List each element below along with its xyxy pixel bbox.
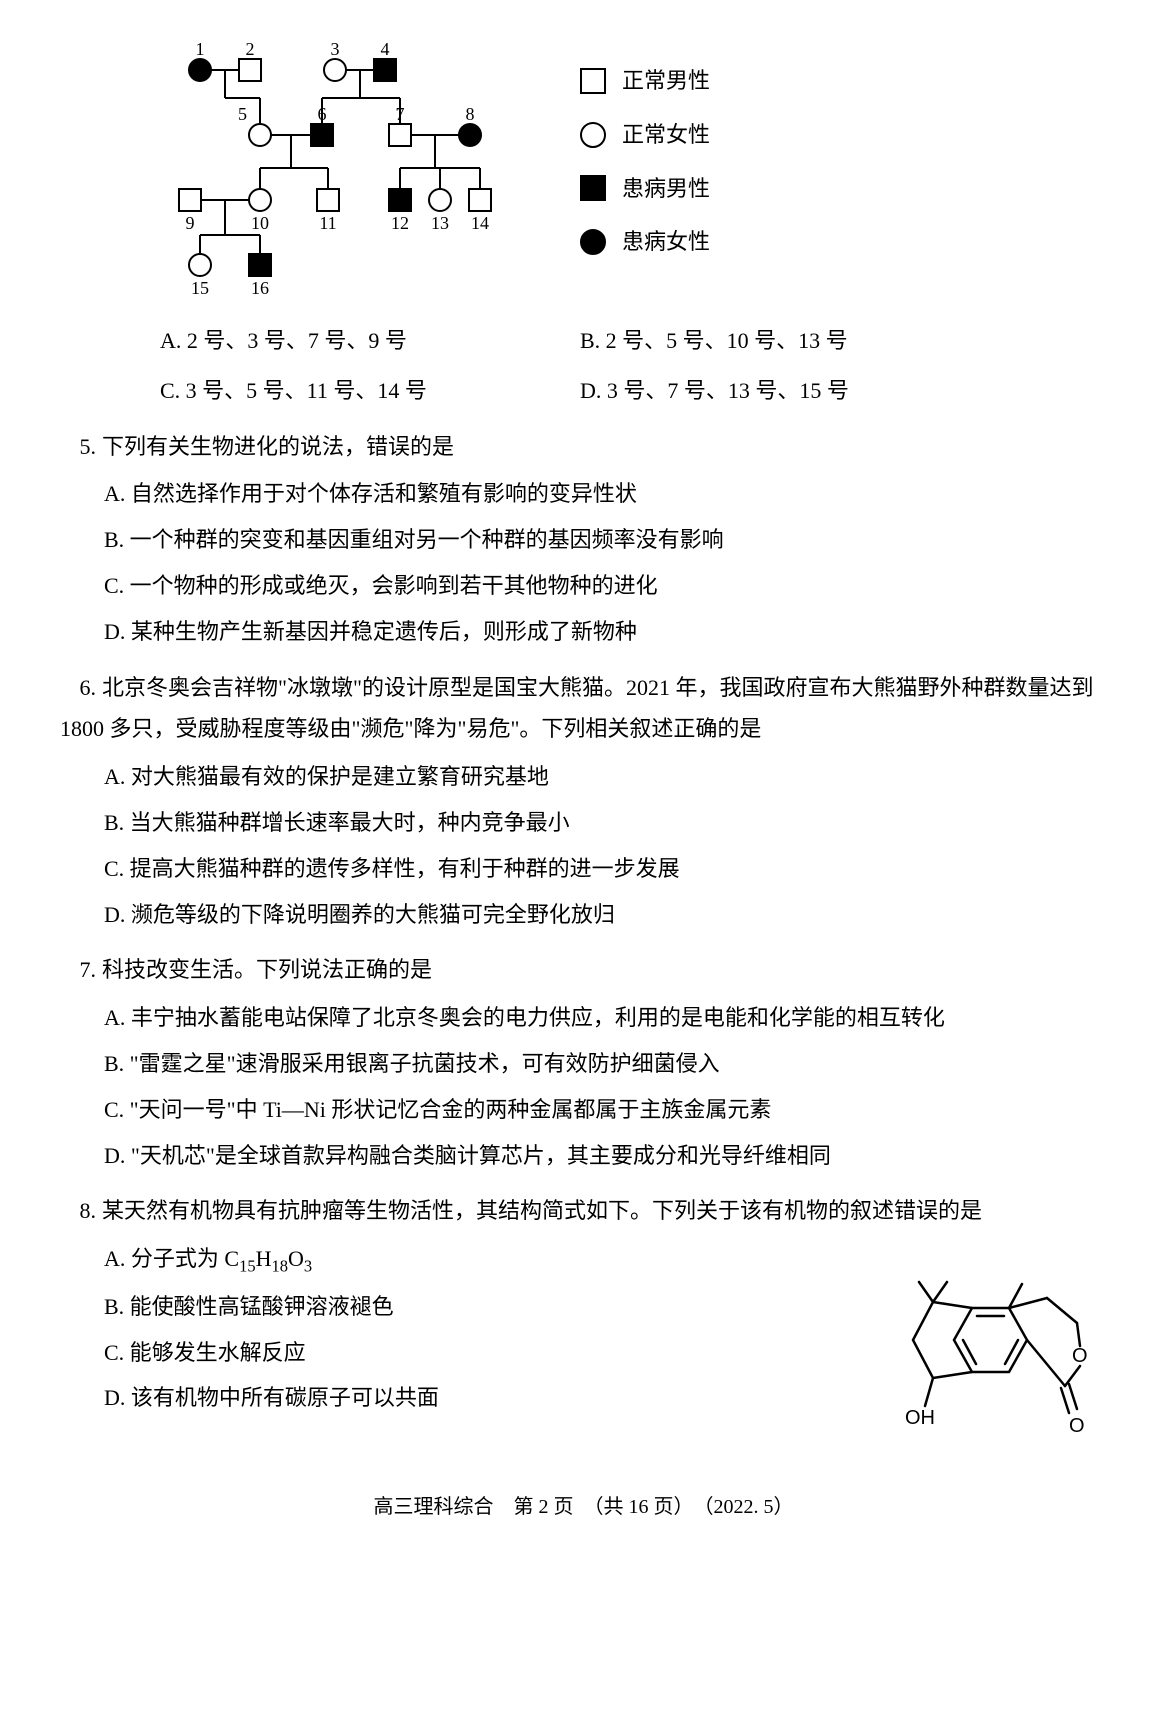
q8-number: 8. [60, 1190, 96, 1232]
legend-item-affected-male: 患病男性 [580, 168, 710, 210]
legend-item-normal-male: 正常男性 [580, 60, 710, 102]
q4-option-a: A. 2 号、3 号、7 号、9 号 [160, 320, 580, 362]
q6-option-d: D. 濒危等级的下降说明圈养的大熊猫可完全野化放归 [60, 894, 1107, 936]
square-filled-icon [580, 175, 606, 201]
svg-text:1: 1 [196, 40, 205, 59]
svg-text:15: 15 [191, 278, 209, 298]
molecule-oh-label: OH [905, 1407, 935, 1429]
q7-stem: 科技改变生活。下列说法正确的是 [102, 957, 432, 982]
circle-filled-icon [580, 229, 606, 255]
q6-option-c: C. 提高大熊猫种群的遗传多样性，有利于种群的进一步发展 [60, 848, 1107, 890]
q6-option-b: B. 当大熊猫种群增长速率最大时，种内竞争最小 [60, 802, 1107, 844]
q8-option-a: A. 分子式为 C15H18O3 [60, 1238, 847, 1282]
svg-text:3: 3 [331, 40, 340, 59]
svg-text:9: 9 [186, 213, 195, 233]
legend-label: 患病男性 [622, 168, 710, 210]
q6-option-a: A. 对大熊猫最有效的保护是建立繁育研究基地 [60, 756, 1107, 798]
q4-options-row2: C. 3 号、5 号、11 号、14 号 D. 3 号、7 号、13 号、15 … [60, 370, 1107, 412]
pedigree-section: 12345678910111213141516 正常男性 正常女性 患病男性 患… [60, 40, 1107, 300]
q8-options: A. 分子式为 C15H18O3 B. 能使酸性高锰酸钾溶液褪色 C. 能够发生… [60, 1238, 847, 1423]
pedigree-chart: 12345678910111213141516 [160, 40, 520, 300]
q8-option-c: C. 能够发生水解反应 [60, 1332, 847, 1374]
q4-option-b: B. 2 号、5 号、10 号、13 号 [580, 320, 1107, 362]
page-footer: 高三理科综合 第 2 页 （共 16 页） （2022. 5） [60, 1488, 1107, 1526]
svg-text:10: 10 [251, 213, 269, 233]
q5-option-a: A. 自然选择作用于对个体存活和繁殖有影响的变异性状 [60, 473, 1107, 515]
q4-option-d: D. 3 号、7 号、13 号、15 号 [580, 370, 1107, 412]
q5-option-d: D. 某种生物产生新基因并稳定遗传后，则形成了新物种 [60, 611, 1107, 653]
svg-text:16: 16 [251, 278, 269, 298]
legend-item-affected-female: 患病女性 [580, 221, 710, 263]
q8-content: A. 分子式为 C15H18O3 B. 能使酸性高锰酸钾溶液褪色 C. 能够发生… [60, 1238, 1107, 1458]
svg-text:6: 6 [318, 104, 327, 124]
pedigree-legend: 正常男性 正常女性 患病男性 患病女性 [580, 60, 710, 275]
q4-options-row1: A. 2 号、3 号、7 号、9 号 B. 2 号、5 号、10 号、13 号 [60, 320, 1107, 362]
molecule-structure: OH O O [877, 1248, 1107, 1458]
svg-text:5: 5 [238, 104, 247, 124]
legend-item-normal-female: 正常女性 [580, 114, 710, 156]
legend-label: 正常男性 [622, 60, 710, 102]
q4-option-c: C. 3 号、5 号、11 号、14 号 [160, 370, 580, 412]
q8-option-b: B. 能使酸性高锰酸钾溶液褪色 [60, 1286, 847, 1328]
q8-option-d: D. 该有机物中所有碳原子可以共面 [60, 1377, 847, 1419]
question-7: 7.科技改变生活。下列说法正确的是 [60, 949, 1107, 991]
svg-text:13: 13 [431, 213, 449, 233]
q6-stem: 北京冬奥会吉祥物"冰墩墩"的设计原型是国宝大熊猫。2021 年，我国政府宣布大熊… [60, 675, 1093, 742]
q5-option-b: B. 一个种群的突变和基因重组对另一个种群的基因频率没有影响 [60, 519, 1107, 561]
svg-text:2: 2 [246, 40, 255, 59]
question-8: 8.某天然有机物具有抗肿瘤等生物活性，其结构简式如下。下列关于该有机物的叙述错误… [60, 1190, 1107, 1232]
q5-option-c: C. 一个物种的形成或绝灭，会影响到若干其他物种的进化 [60, 565, 1107, 607]
q7-option-c: C. "天问一号"中 Ti—Ni 形状记忆合金的两种金属都属于主族金属元素 [60, 1089, 1107, 1131]
molecule-o-carbonyl-label: O [1069, 1415, 1085, 1437]
molecule-o-ring-label: O [1072, 1345, 1088, 1367]
q7-option-b: B. "雷霆之星"速滑服采用银离子抗菌技术，可有效防护细菌侵入 [60, 1043, 1107, 1085]
q5-number: 5. [60, 426, 96, 468]
svg-text:7: 7 [396, 104, 405, 124]
svg-text:8: 8 [466, 104, 475, 124]
svg-text:11: 11 [319, 213, 336, 233]
q8-stem: 某天然有机物具有抗肿瘤等生物活性，其结构简式如下。下列关于该有机物的叙述错误的是 [102, 1198, 982, 1223]
circle-open-icon [580, 122, 606, 148]
q6-number: 6. [60, 667, 96, 709]
svg-text:4: 4 [381, 40, 390, 59]
legend-label: 患病女性 [622, 221, 710, 263]
legend-label: 正常女性 [622, 114, 710, 156]
q7-option-a: A. 丰宁抽水蓄能电站保障了北京冬奥会的电力供应，利用的是电能和化学能的相互转化 [60, 997, 1107, 1039]
svg-text:12: 12 [391, 213, 409, 233]
svg-text:14: 14 [471, 213, 489, 233]
q7-number: 7. [60, 949, 96, 991]
q7-option-d: D. "天机芯"是全球首款异构融合类脑计算芯片，其主要成分和光导纤维相同 [60, 1135, 1107, 1177]
square-open-icon [580, 68, 606, 94]
q5-stem: 下列有关生物进化的说法，错误的是 [102, 434, 454, 459]
question-5: 5.下列有关生物进化的说法，错误的是 [60, 426, 1107, 468]
question-6: 6.北京冬奥会吉祥物"冰墩墩"的设计原型是国宝大熊猫。2021 年，我国政府宣布… [60, 667, 1107, 751]
